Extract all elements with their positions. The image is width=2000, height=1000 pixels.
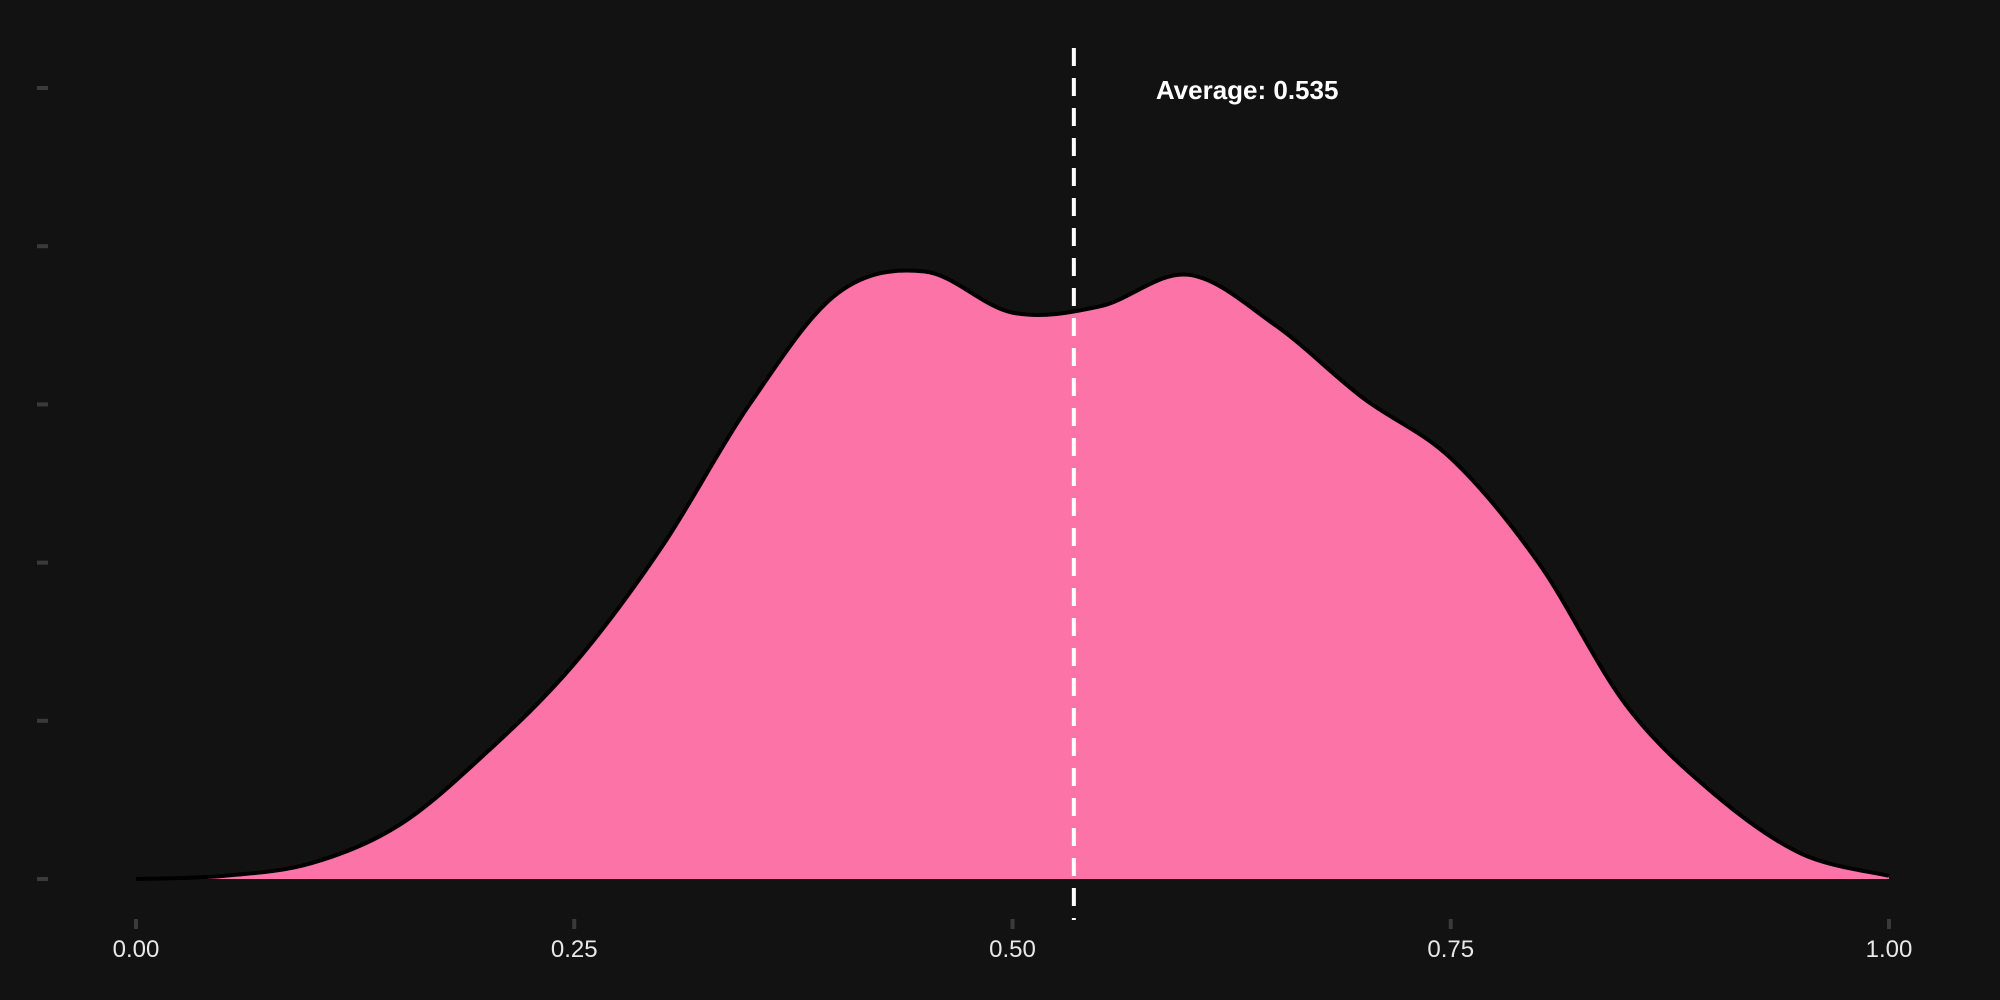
x-axis-ticks: 0.00 0.25 0.50 0.75 1.00 (113, 919, 1913, 963)
x-tick-label: 1.00 (1866, 936, 1913, 963)
average-annotation: Average: 0.535 (1156, 75, 1339, 105)
x-tick-label: 0.50 (989, 936, 1036, 963)
x-tick-label: 0.25 (551, 936, 598, 963)
x-tick-label: 0.00 (113, 936, 160, 963)
x-tick-label: 0.75 (1427, 936, 1474, 963)
y-axis-ticks (37, 88, 48, 879)
density-area (136, 270, 1889, 879)
